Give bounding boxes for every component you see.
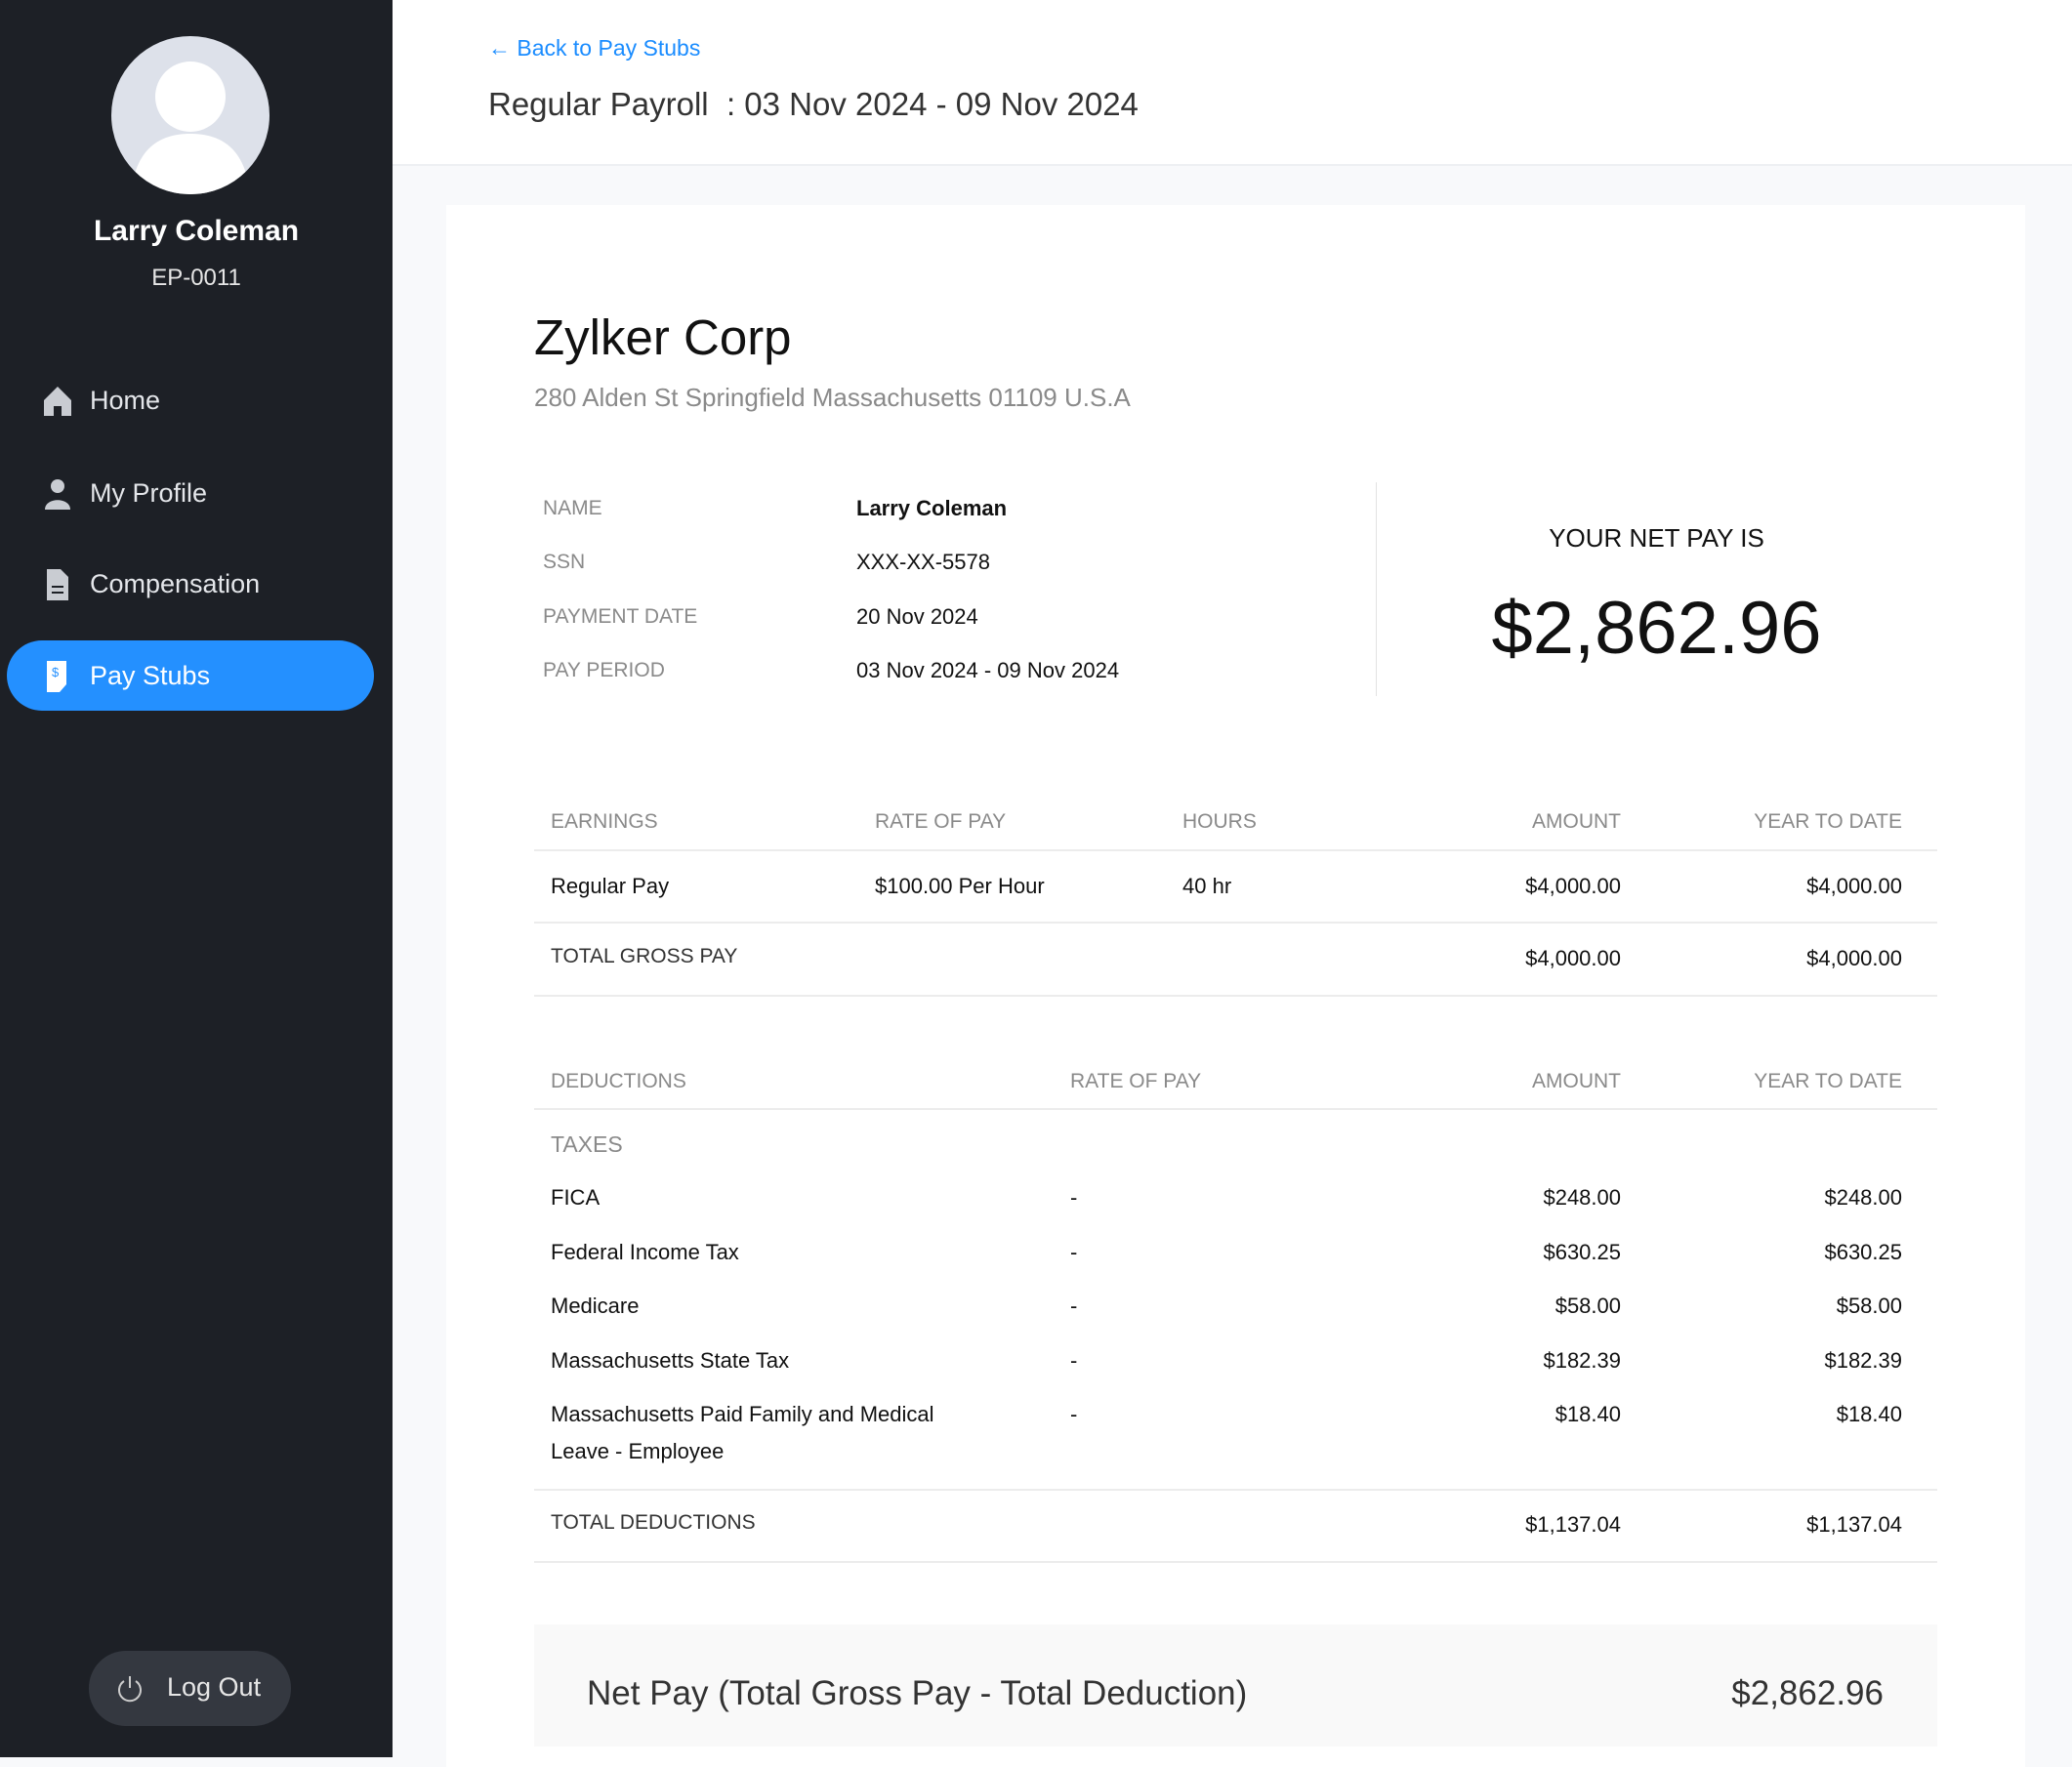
company-name: Zylker Corp — [534, 309, 792, 365]
deduction-name: Massachusetts Paid Family and Medical — [551, 1402, 934, 1426]
sidebar-item-label: Home — [90, 385, 161, 415]
deduction-ytd: $58.00 — [1836, 1294, 1902, 1318]
deduction-rate: - — [1070, 1402, 1078, 1426]
power-icon — [118, 1676, 142, 1703]
earnings-header: EARNINGS — [551, 810, 658, 833]
taxes-group-label: TAXES — [551, 1131, 623, 1157]
earning-ytd: $4,000.00 — [1806, 874, 1902, 898]
deduction-amount: $58.00 — [1554, 1294, 1621, 1318]
payment-date-label: PAYMENT DATE — [543, 605, 698, 628]
divider — [534, 995, 1937, 997]
deduction-name: Medicare — [551, 1294, 640, 1318]
divider — [534, 922, 1937, 924]
logout-label: Log Out — [167, 1672, 262, 1702]
sidebar-item-label: Pay Stubs — [90, 660, 211, 690]
sidebar-item-my-profile[interactable]: My Profile — [7, 458, 374, 528]
deduction-rate: - — [1070, 1240, 1078, 1264]
back-label: Back to Pay Stubs — [517, 35, 701, 61]
title-period: 03 Nov 2024 - 09 Nov 2024 — [744, 86, 1139, 122]
deduction-ytd: $18.40 — [1836, 1402, 1902, 1426]
back-to-pay-stubs-link[interactable]: ← Back to Pay Stubs — [488, 35, 700, 62]
hours-header: HOURS — [1182, 810, 1257, 833]
svg-text:$: $ — [52, 665, 60, 679]
ssn-value: XXX-XX-5578 — [856, 550, 990, 574]
earning-hours: 40 hr — [1182, 874, 1232, 898]
sidebar-item-label: Compensation — [90, 568, 261, 598]
divider — [534, 1561, 1937, 1563]
pay-stub-card — [446, 205, 2025, 1767]
sidebar-item-pay-stubs[interactable]: $ Pay Stubs — [7, 640, 374, 711]
net-pay-summary-label: Net Pay (Total Gross Pay - Total Deducti… — [587, 1674, 1248, 1712]
deduction-name-line2: Leave - Employee — [551, 1439, 725, 1463]
deduction-ytd: $248.00 — [1824, 1185, 1902, 1210]
earning-name: Regular Pay — [551, 874, 670, 898]
document-icon — [47, 569, 68, 600]
deduction-rate: - — [1070, 1185, 1078, 1210]
avatar — [111, 36, 269, 194]
payment-date-value: 20 Nov 2024 — [856, 604, 978, 629]
home-icon — [44, 387, 71, 416]
sidebar-item-label: My Profile — [90, 477, 208, 508]
deduction-name: Federal Income Tax — [551, 1240, 739, 1264]
amount-header: AMOUNT — [1532, 1070, 1621, 1092]
divider — [534, 1489, 1937, 1491]
deduction-amount: $630.25 — [1543, 1240, 1621, 1264]
divider — [1376, 482, 1377, 696]
name-label: NAME — [543, 497, 602, 519]
logout-button[interactable]: Log Out — [89, 1651, 291, 1726]
total-deductions-ytd: $1,137.04 — [1806, 1512, 1902, 1537]
name-value: Larry Coleman — [856, 496, 1008, 520]
rate-header: RATE OF PAY — [875, 810, 1007, 833]
user-icon — [45, 479, 70, 510]
pay-stub-icon: $ — [47, 661, 66, 692]
net-pay-label: YOUR NET PAY IS — [1549, 523, 1764, 553]
rate-header: RATE OF PAY — [1070, 1070, 1202, 1092]
total-deductions-amount: $1,137.04 — [1525, 1512, 1621, 1537]
total-deductions-label: TOTAL DEDUCTIONS — [551, 1511, 756, 1534]
deductions-header: DEDUCTIONS — [551, 1070, 686, 1092]
sidebar-item-compensation[interactable]: Compensation — [7, 549, 374, 619]
sidebar: Larry Coleman EP-0011 Home My Profile Co… — [0, 0, 393, 1757]
net-pay-summary-amount: $2,862.96 — [1731, 1674, 1884, 1712]
deduction-name: FICA — [551, 1185, 601, 1210]
earning-rate: $100.00 Per Hour — [875, 874, 1045, 898]
total-gross-amount: $4,000.00 — [1525, 946, 1621, 970]
amount-header: AMOUNT — [1532, 810, 1621, 833]
deduction-ytd: $630.25 — [1824, 1240, 1902, 1264]
ytd-header: YEAR TO DATE — [1754, 810, 1902, 833]
deduction-amount: $182.39 — [1543, 1348, 1621, 1373]
deduction-rate: - — [1070, 1348, 1078, 1373]
ssn-label: SSN — [543, 551, 586, 573]
deduction-ytd: $182.39 — [1824, 1348, 1902, 1373]
total-gross-ytd: $4,000.00 — [1806, 946, 1902, 970]
company-address: 280 Alden St Springfield Massachusetts 0… — [534, 383, 1131, 412]
net-pay-summary — [534, 1624, 1937, 1746]
user-name: Larry Coleman — [93, 215, 300, 247]
page-header — [393, 0, 2072, 166]
title-prefix: Regular Payroll — [488, 86, 709, 122]
sidebar-item-home[interactable]: Home — [7, 365, 374, 435]
divider — [534, 849, 1937, 851]
page-title: Regular Payroll : 03 Nov 2024 - 09 Nov 2… — [488, 86, 1139, 123]
deduction-amount: $18.40 — [1554, 1402, 1621, 1426]
pay-period-label: PAY PERIOD — [543, 659, 665, 681]
net-pay-amount: $2,862.96 — [1491, 587, 1822, 670]
pay-period-value: 03 Nov 2024 - 09 Nov 2024 — [856, 658, 1120, 682]
ytd-header: YEAR TO DATE — [1754, 1070, 1902, 1092]
employee-id: EP-0011 — [151, 265, 241, 291]
arrow-left-icon: ← — [488, 35, 511, 61]
deduction-amount: $248.00 — [1543, 1185, 1621, 1210]
earning-amount: $4,000.00 — [1525, 874, 1621, 898]
deduction-rate: - — [1070, 1294, 1078, 1318]
title-separator: : — [725, 86, 736, 122]
deduction-name: Massachusetts State Tax — [551, 1348, 790, 1373]
divider — [534, 1108, 1937, 1110]
total-gross-label: TOTAL GROSS PAY — [551, 945, 738, 967]
